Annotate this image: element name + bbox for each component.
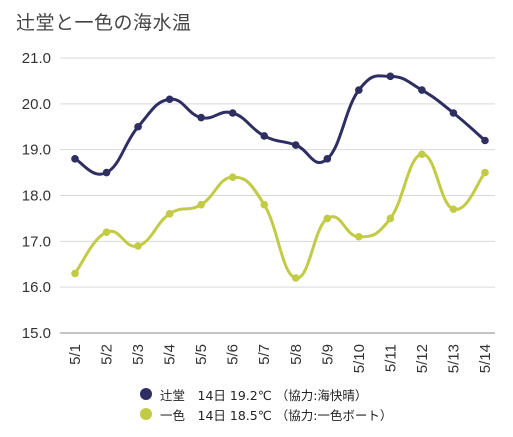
data-point-0 — [134, 122, 142, 131]
data-point-1 — [481, 168, 489, 177]
data-point-1 — [71, 269, 79, 278]
data-point-0 — [71, 155, 79, 163]
legend-label-tsujido: 辻堂 14日 19.2℃ （協力:海快晴） — [160, 387, 368, 403]
x-tick-label: 5/9 — [319, 344, 336, 365]
data-point-0 — [386, 72, 395, 81]
data-point-0 — [197, 113, 205, 122]
data-point-0 — [260, 132, 269, 140]
x-tick-label: 5/10 — [351, 344, 368, 373]
legend-label-isshiki: 一色 14日 18.5℃ （協力:一色ボート） — [160, 407, 393, 423]
x-tick-label: 5/5 — [193, 344, 210, 365]
x-tick-label: 5/13 — [445, 344, 462, 373]
x-tick-label: 5/4 — [162, 344, 179, 365]
x-tick-label: 5/12 — [414, 344, 431, 373]
series-line-0 — [73, 74, 487, 176]
data-point-0 — [165, 95, 174, 104]
y-tick-label: 17.0 — [22, 233, 51, 250]
data-point-1 — [323, 214, 332, 223]
data-point-0 — [355, 86, 363, 94]
y-tick-label: 20.0 — [22, 96, 51, 113]
legend-item-tsujido[interactable]: 辻堂 14日 19.2℃ （協力:海快晴） — [140, 384, 392, 404]
data-point-0 — [418, 86, 426, 94]
x-tick-label: 5/8 — [288, 344, 305, 365]
y-tick-label: 21.0 — [22, 50, 51, 67]
data-point-0 — [323, 155, 332, 163]
data-point-1 — [449, 205, 458, 214]
x-tick-label: 5/2 — [99, 344, 116, 365]
x-tick-label: 5/11 — [382, 344, 399, 372]
x-tick-label: 5/6 — [225, 344, 242, 365]
legend: 辻堂 14日 19.2℃ （協力:海快晴） 一色 14日 18.5℃ （協力:一… — [140, 384, 392, 424]
data-point-0 — [449, 109, 458, 117]
data-point-1 — [165, 210, 174, 218]
data-point-1 — [228, 173, 237, 181]
data-point-1 — [134, 242, 142, 250]
data-point-1 — [386, 214, 395, 223]
data-point-1 — [260, 200, 269, 209]
y-tick-label: 16.0 — [22, 279, 51, 296]
chart-title: 辻堂と一色の海水温 — [16, 12, 192, 34]
x-tick-label: 5/14 — [477, 344, 494, 373]
data-point-1 — [291, 274, 300, 282]
legend-marker-isshiki — [140, 408, 152, 420]
data-point-0 — [228, 109, 237, 117]
data-point-0 — [102, 168, 111, 177]
data-point-0 — [481, 136, 489, 145]
y-tick-label: 19.0 — [22, 142, 51, 159]
x-tick-label: 5/3 — [130, 344, 147, 365]
series-line-1 — [73, 152, 487, 280]
data-point-1 — [197, 200, 205, 209]
legend-item-isshiki[interactable]: 一色 14日 18.5℃ （協力:一色ボート） — [140, 404, 392, 424]
y-tick-label: 15.0 — [22, 325, 51, 342]
data-point-1 — [102, 228, 111, 236]
legend-marker-tsujido — [140, 388, 152, 400]
x-tick-label: 5/1 — [67, 344, 84, 365]
data-point-0 — [291, 141, 300, 149]
data-point-1 — [355, 232, 363, 241]
y-tick-label: 18.0 — [22, 188, 51, 205]
x-tick-label: 5/7 — [256, 344, 273, 365]
data-point-1 — [418, 150, 426, 159]
